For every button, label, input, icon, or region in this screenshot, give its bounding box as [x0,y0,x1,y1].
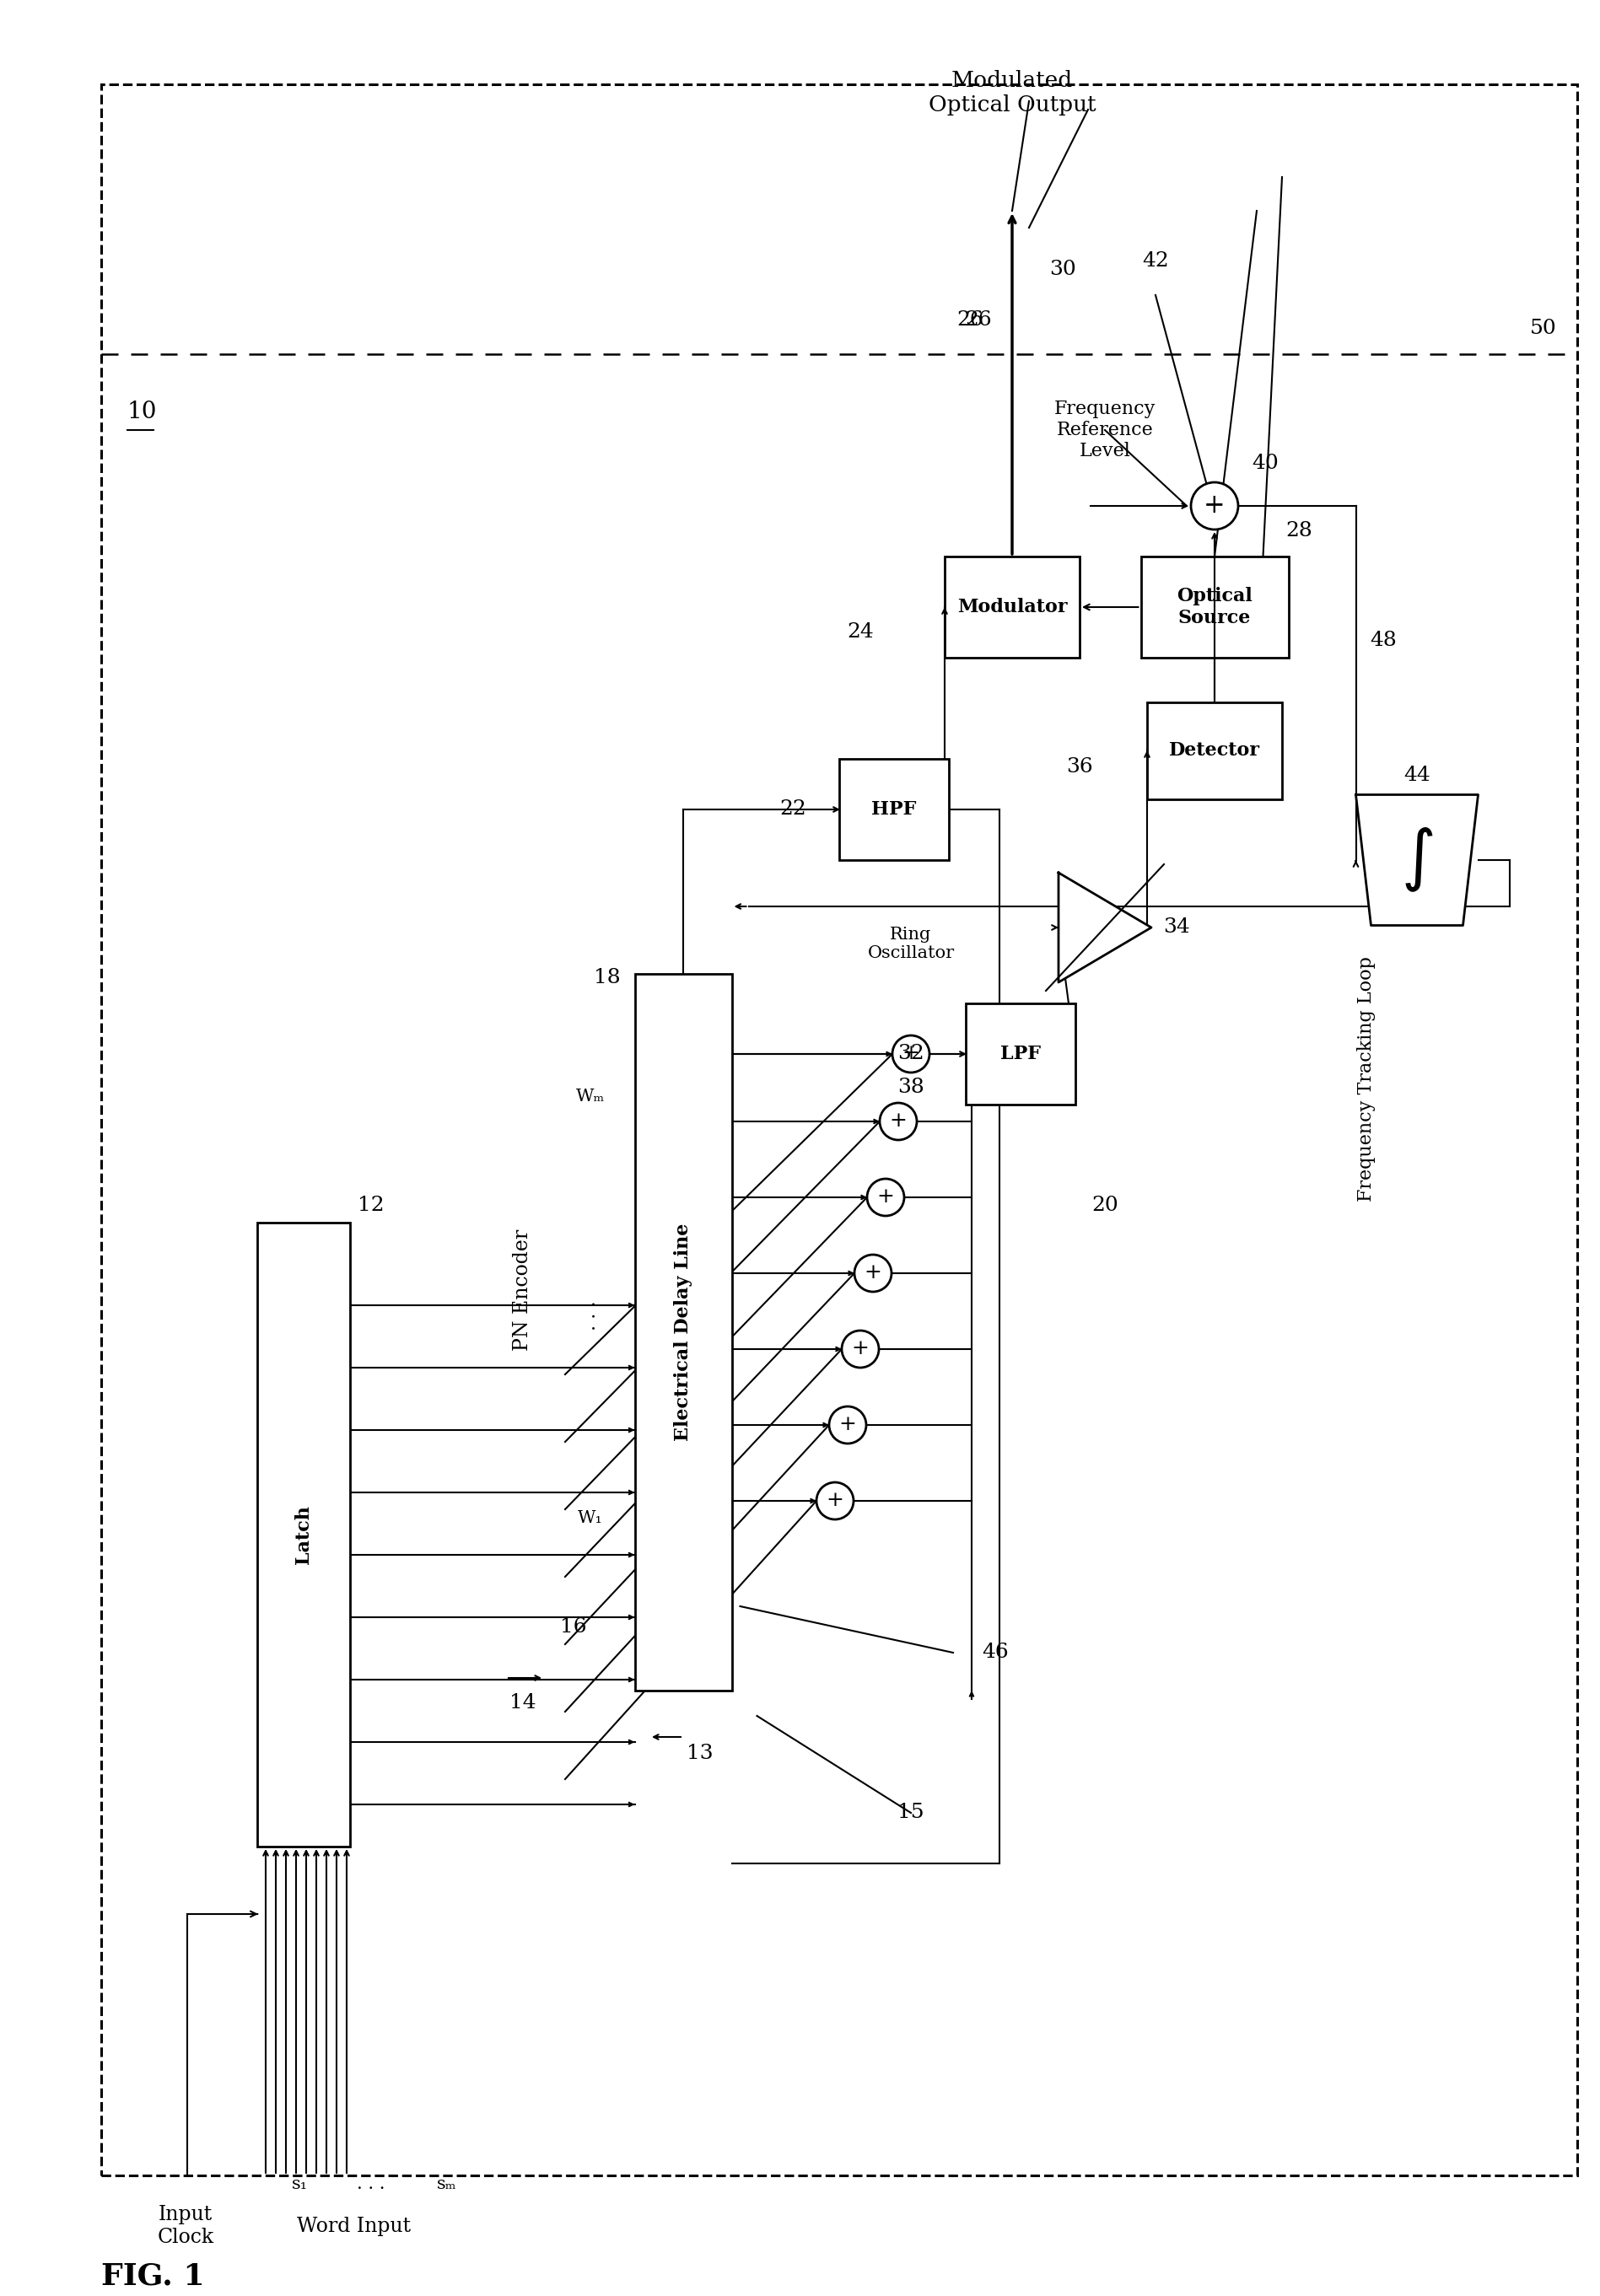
Bar [944,556,1080,657]
Text: 34: 34 [1163,918,1190,937]
Polygon shape [1059,872,1152,983]
Text: 46: 46 [982,1644,1008,1662]
Circle shape [829,1407,866,1444]
Text: +: + [877,1187,894,1208]
Text: 10: 10 [126,400,157,422]
Text: Input
Clock: Input Clock [157,2204,214,2248]
Text: 44: 44 [1403,767,1430,785]
Text: FIG. 1: FIG. 1 [101,2262,205,2291]
Bar [966,1003,1075,1104]
Text: Modulator: Modulator [957,597,1067,615]
Text: Frequency Tracking Loop: Frequency Tracking Loop [1357,957,1376,1201]
Circle shape [893,1035,930,1072]
Text: +: + [838,1414,856,1435]
Circle shape [842,1332,878,1368]
Text: Electrical Delay Line: Electrical Delay Line [674,1224,693,1442]
Text: sₘ: sₘ [437,2177,458,2193]
Circle shape [854,1254,891,1293]
Text: +: + [890,1111,907,1132]
Bar [1141,556,1288,657]
Text: LPF: LPF [1000,1045,1042,1063]
Circle shape [1190,482,1238,530]
Polygon shape [1355,794,1478,925]
Text: W₁: W₁ [578,1511,603,1527]
Bar [840,760,949,861]
Text: 15: 15 [898,1802,925,1823]
Text: HPF: HPF [872,801,917,820]
Text: 26: 26 [957,310,984,331]
Text: 48: 48 [1370,631,1397,650]
Text: 14: 14 [509,1694,536,1713]
Text: Optical
Source: Optical Source [1176,588,1253,627]
Text: 42: 42 [1142,253,1170,271]
Text: +: + [864,1263,882,1283]
Text: 16: 16 [560,1619,587,1637]
Text: Detector: Detector [1170,742,1261,760]
Text: 22: 22 [779,799,806,820]
Text: 38: 38 [898,1079,925,1097]
Text: s₁: s₁ [291,2177,307,2193]
Text: 18: 18 [594,969,621,987]
Text: 50: 50 [1530,319,1557,338]
Text: 36: 36 [1066,758,1093,776]
Text: 32: 32 [898,1045,925,1063]
Text: Frequency
Reference
Level: Frequency Reference Level [1054,400,1155,461]
Text: . . .: . . . [581,1300,600,1329]
Bar [258,1224,350,1846]
Text: Modulated
Optical Output: Modulated Optical Output [928,69,1096,115]
Text: 40: 40 [1251,455,1278,473]
Text: 13: 13 [686,1745,714,1763]
Text: PN Encoder: PN Encoder [514,1228,533,1350]
Text: 30: 30 [1050,259,1077,280]
Text: Word Input: Word Input [298,2216,411,2236]
Text: 28: 28 [1285,521,1312,542]
Text: 12: 12 [358,1196,384,1215]
Text: Ring
Oscillator: Ring Oscillator [867,928,955,962]
Text: 26: 26 [965,310,992,331]
Text: Wₘ: Wₘ [576,1088,605,1104]
Text: +: + [1203,494,1226,519]
Circle shape [867,1178,904,1217]
Text: 20: 20 [1091,1196,1118,1215]
Text: $\int$: $\int$ [1400,827,1434,893]
Bar [1147,703,1282,799]
Bar [635,974,731,1690]
Text: 24: 24 [846,622,874,643]
Text: Latch: Latch [294,1506,314,1564]
Text: +: + [826,1490,843,1511]
Circle shape [880,1102,917,1141]
Text: +: + [851,1339,869,1359]
Circle shape [816,1483,853,1520]
Text: +: + [902,1045,920,1063]
Text: . . .: . . . [357,2177,386,2193]
